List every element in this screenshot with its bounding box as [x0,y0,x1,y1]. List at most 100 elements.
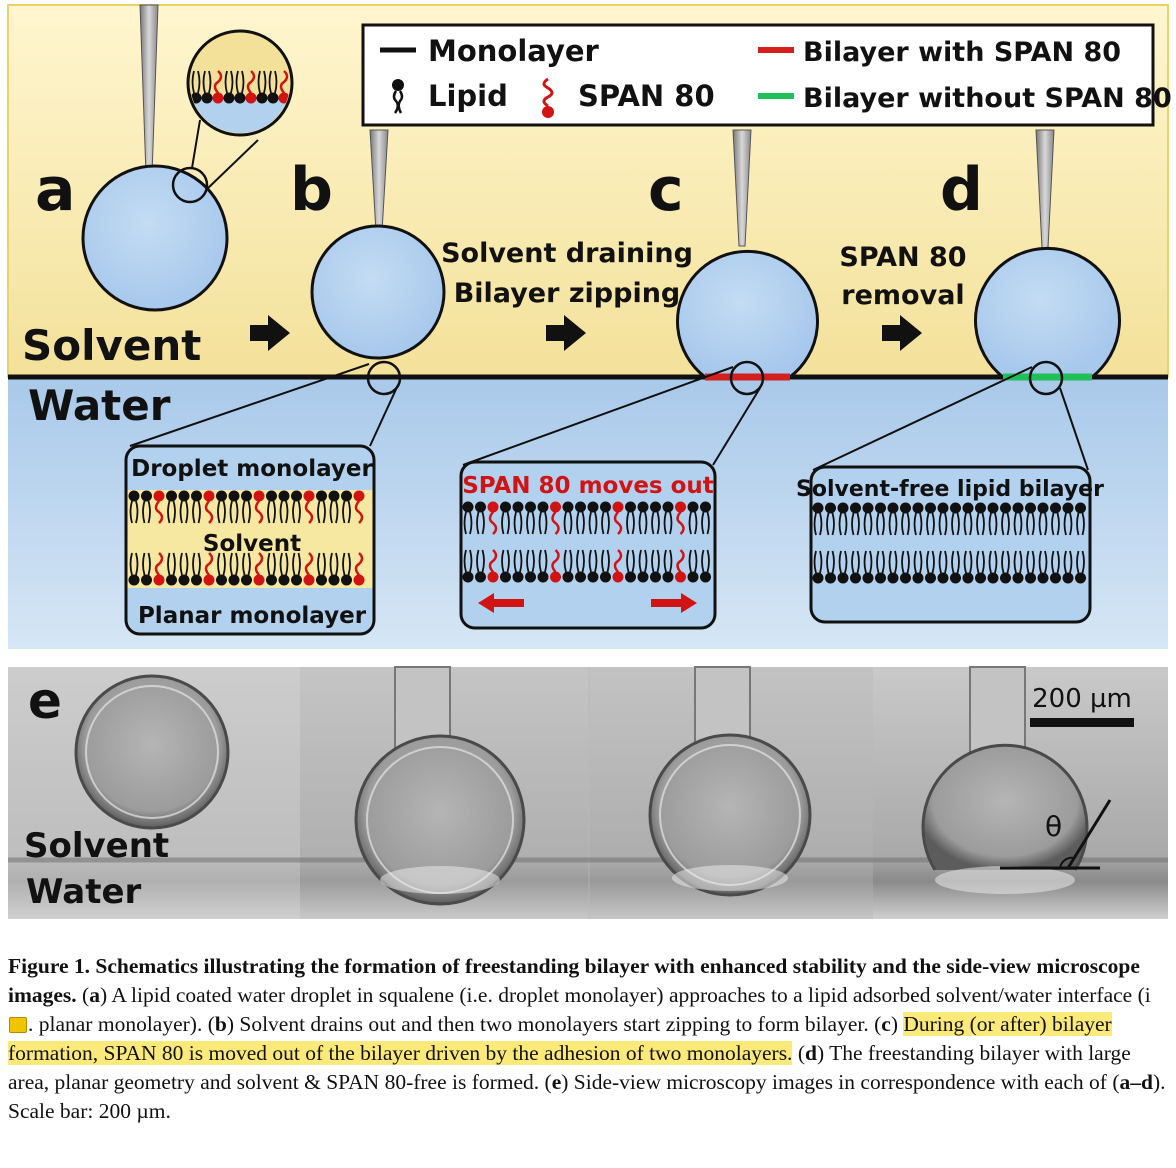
lipid-head [837,502,849,514]
lipid-tail [1013,550,1023,574]
lipid-head [925,572,936,584]
lipid-tail [813,550,823,574]
lipid-tail [551,549,560,573]
panel-label-b: b [290,155,333,225]
lipid-head [625,501,636,513]
lipid-head [600,501,611,513]
zoom-connectors [129,363,1089,471]
lipid-tail [526,511,535,535]
lipid-tail [538,511,548,535]
lipid-head [925,502,936,514]
lipid-tail [888,550,898,574]
micro-droplet-1 [74,674,230,830]
lipid-tail [613,549,623,573]
lipid-head [862,502,874,514]
lipid-head [637,571,649,583]
lipid-tail [888,512,898,536]
lipid-tail [329,500,339,524]
lipid-tail [229,552,239,576]
lipid-head [875,502,886,514]
lipid-head [278,574,290,586]
lipid-head [512,501,524,513]
lipid-tail [329,552,339,576]
lipid-head [241,574,252,586]
lipid-head [900,572,911,584]
lipid-head [1037,502,1049,514]
lipid-head [487,571,499,583]
caption-text: ) The freestanding bilayer with large ar… [8,1041,1131,1094]
lipid-tail [863,550,873,574]
caption-text: ( [792,1041,805,1065]
lipid-tail [242,500,251,524]
lipid-tail [1063,512,1073,536]
lipid-head [537,571,549,583]
sticky-note-icon[interactable] [9,1017,27,1033]
lipid-tail [926,512,935,536]
lipid-head [687,571,699,583]
lipid-tail [988,550,998,574]
lipid-tail [488,511,498,535]
lipid-head [1050,502,1061,514]
lipid-tail [192,500,201,524]
lipid-tail [1038,512,1048,536]
legend-bilayer-without: Bilayer without SPAN 80 [803,83,1172,114]
lipid-tail [951,550,960,574]
lipid-head [700,571,711,583]
lipid-tail [951,512,960,536]
panel-label-a: a [35,155,76,225]
lipid-tail [142,500,151,524]
lipid-head [912,502,924,514]
lipid-head [637,501,649,513]
figure-schematic: Monolayer Lipid SPAN 80 Bilayer with SPA… [7,4,1172,919]
lipid-head [1000,502,1011,514]
caption-text: ) A lipid coated water droplet in squale… [99,983,1151,1007]
lipid-tail [1051,550,1060,574]
lipid-head [462,571,474,583]
lipid-tail [142,552,151,576]
lipid-tail [204,500,214,524]
lipid-tail [476,511,485,535]
lipid-head [950,502,961,514]
lipid-head [950,572,961,584]
lipid-head [316,574,327,586]
lipid-head [850,502,861,514]
lipid-head [303,490,315,502]
lipid-tail [342,552,351,576]
arrow-icon [546,315,586,351]
step-label-span80: SPAN 80 [839,242,966,273]
lipid-tail [254,552,264,576]
lipid-head [191,490,202,502]
lipid-head [575,501,586,513]
scale-bar [1030,718,1134,727]
lipid-tail [913,550,923,574]
lipid-tail [129,500,139,524]
lipid-tail [354,500,364,524]
lipid-tail [638,511,648,535]
lipid-head [256,92,268,104]
lipid-head [700,501,711,513]
caption-title: Schematics illustrating the formation of… [8,954,1140,1007]
inset-droplet-planar: Droplet monolayer Solvent Planar monolay… [124,444,376,636]
lipid-tail [576,511,585,535]
lipid-tail [463,511,473,535]
lipid-head [512,571,524,583]
lipid-tail [863,512,873,536]
lipid-tail [601,511,610,535]
step-label-draining: Solvent draining [441,238,693,269]
lipid-head [1050,572,1061,584]
lipid-tail [191,70,201,94]
lipid-tail [204,552,214,576]
lipid-head [328,574,340,586]
legend-monolayer: Monolayer [428,34,600,68]
panel-label-d: d [940,155,983,225]
lipid-tail [638,549,648,573]
micro-droplet-4 [921,666,1089,894]
lipid-tail [538,549,548,573]
lipid-tail [813,512,823,536]
lipid-head [912,572,924,584]
arrow-icon [882,315,922,351]
step-label-removal: removal [841,280,964,311]
caption-ref-a-d: a–d [1119,1070,1153,1094]
caption-text: ( [76,983,90,1007]
inset-label-droplet-monolayer: Droplet monolayer [131,456,373,482]
